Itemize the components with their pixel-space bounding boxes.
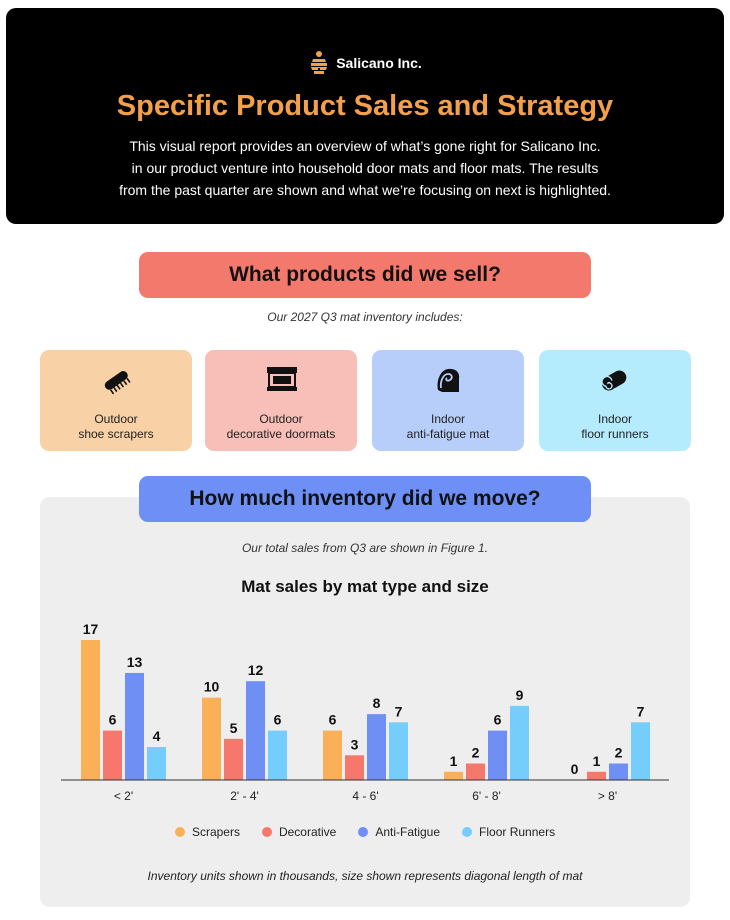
chart-title: Mat sales by mat type and size — [241, 577, 489, 596]
x-tick-label: < 2' — [114, 789, 133, 803]
brand: Salicano Inc. — [6, 46, 724, 80]
intro-text: This visual report provides an overview … — [86, 135, 644, 201]
curled-mat-icon — [437, 368, 460, 392]
bar — [323, 730, 342, 780]
bar — [510, 705, 529, 780]
bar — [246, 681, 265, 780]
data-label: 17 — [83, 621, 99, 637]
brush-icon — [104, 371, 131, 395]
bar — [367, 714, 386, 780]
bar — [488, 730, 507, 780]
data-label: 13 — [127, 654, 143, 670]
bar — [389, 722, 408, 780]
products-subheading: Our 2027 Q3 mat inventory includes: — [267, 310, 463, 324]
data-label: 1 — [593, 753, 601, 769]
data-label: 7 — [395, 703, 403, 719]
legend-label: Floor Runners — [479, 825, 556, 839]
legend-label: Scrapers — [191, 825, 240, 839]
bar — [587, 771, 606, 780]
data-label: 3 — [351, 736, 359, 752]
card-label-line1: Outdoor — [94, 412, 138, 426]
card-label-line2: shoe scrapers — [78, 427, 154, 441]
card-label: Indoor anti-fatigue mat — [376, 412, 520, 442]
bar — [202, 697, 221, 780]
data-label: 4 — [153, 728, 161, 744]
inventory-subheading: Our total sales from Q3 are shown in Fig… — [241, 541, 489, 555]
report-header: Salicano Inc. Specific Product Sales and… — [6, 8, 724, 224]
card-label-line2: floor runners — [581, 427, 649, 441]
card-label-line2: decorative doormats — [226, 427, 336, 441]
product-card-floor-runners: Indoor floor runners — [539, 350, 691, 451]
bar — [224, 738, 243, 780]
card-label-line1: Indoor — [597, 412, 633, 426]
data-label: 6 — [109, 712, 117, 728]
card-label-line2: anti-fatigue mat — [406, 427, 490, 441]
legend-swatch — [462, 827, 473, 837]
legend-swatch — [174, 827, 185, 837]
inventory-panel — [40, 497, 690, 907]
x-tick-label: 2' - 4' — [230, 789, 259, 803]
products-heading: What products did we sell? — [139, 252, 591, 298]
bar — [444, 771, 463, 780]
card-label: Indoor floor runners — [543, 412, 687, 442]
bar — [125, 672, 144, 780]
data-label: 6 — [329, 712, 337, 728]
x-tick-label: 4 - 6' — [352, 789, 378, 803]
rolled-mat-icon — [601, 370, 627, 391]
inventory-heading: How much inventory did we move? — [139, 476, 591, 522]
legend-item: Anti-Fatigue — [358, 825, 440, 839]
data-label: 9 — [516, 687, 524, 703]
data-label: 2 — [615, 745, 623, 761]
chart-footnote: Inventory units shown in thousands, size… — [147, 869, 583, 883]
legend-item: Floor Runners — [462, 825, 555, 839]
legend-swatch — [358, 827, 369, 837]
bar — [345, 755, 364, 780]
data-label: 1 — [450, 753, 458, 769]
data-label: 6 — [494, 712, 502, 728]
product-card-scrapers: Outdoor shoe scrapers — [40, 350, 192, 451]
data-label: 2 — [472, 745, 480, 761]
brand-name: Salicano Inc. — [336, 55, 422, 71]
legend-label: Decorative — [278, 825, 337, 839]
data-label: 6 — [274, 712, 282, 728]
card-label: Outdoor shoe scrapers — [44, 412, 188, 442]
bar — [81, 640, 100, 780]
x-tick-label: > 8' — [598, 789, 617, 803]
product-card-decorative: Outdoor decorative doormats — [205, 350, 357, 451]
product-card-anti-fatigue: Indoor anti-fatigue mat — [372, 350, 524, 451]
legend-swatch — [261, 827, 272, 837]
data-label: 12 — [248, 662, 264, 678]
data-label: 5 — [230, 720, 238, 736]
intro-line: from the past quarter are shown and what… — [119, 182, 611, 198]
doormat-icon — [267, 367, 297, 391]
data-label: 10 — [204, 679, 220, 695]
card-label: Outdoor decorative doormats — [209, 412, 353, 442]
data-label: 8 — [373, 695, 381, 711]
page-title: Specific Product Sales and Strategy — [116, 90, 614, 122]
intro-line: This visual report provides an overview … — [129, 138, 601, 154]
legend-item: Decorative — [261, 825, 337, 839]
bar — [631, 722, 650, 780]
bar — [103, 730, 122, 780]
data-label: 7 — [637, 703, 645, 719]
beehive-logo-icon — [311, 51, 328, 74]
bar — [609, 763, 628, 780]
bar — [466, 763, 485, 780]
x-tick-label: 6' - 8' — [472, 789, 501, 803]
bar — [268, 730, 287, 780]
card-label-line1: Outdoor — [259, 412, 303, 426]
data-label: 0 — [571, 761, 579, 777]
legend-label: Anti-Fatigue — [375, 825, 441, 839]
bar — [147, 747, 166, 780]
legend-item: Scrapers — [174, 825, 240, 839]
intro-line: in our product venture into household do… — [131, 160, 599, 176]
chart-legend: Scrapers Decorative Anti-Fatigue Floor R… — [0, 825, 730, 839]
card-label-line1: Indoor — [430, 412, 466, 426]
